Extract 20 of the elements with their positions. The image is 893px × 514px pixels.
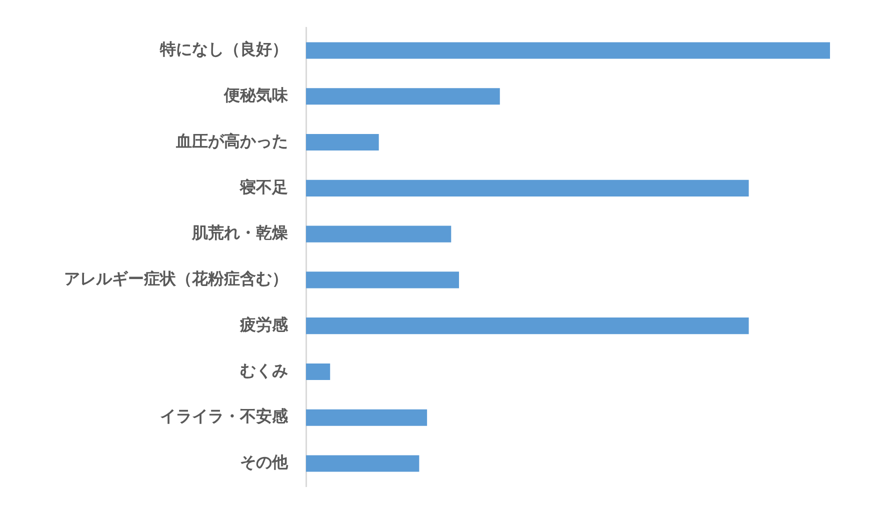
y-tick-label: その他 — [240, 452, 289, 472]
y-tick-label: 便秘気味 — [223, 86, 289, 105]
bar — [306, 455, 420, 472]
bar — [306, 134, 379, 151]
y-tick-label: 寝不足 — [239, 177, 288, 196]
y-tick-label: アレルギー症状（花粉症含む） — [64, 269, 288, 288]
bar — [306, 88, 500, 105]
bar — [306, 272, 460, 288]
bar — [306, 363, 330, 380]
y-tick-label: 肌荒れ・乾燥 — [191, 223, 288, 242]
y-tick-label: 疲労感 — [239, 314, 289, 334]
y-tick-label: イライラ・不安感 — [160, 406, 289, 426]
y-tick-label: 特になし（良好） — [159, 40, 288, 59]
y-tick-label: 血圧が高かった — [175, 131, 288, 150]
bar — [306, 226, 452, 242]
bar — [306, 42, 830, 59]
bar — [306, 180, 749, 196]
bar — [306, 409, 428, 426]
y-tick-label: むくみ — [240, 360, 288, 380]
bar — [306, 318, 749, 334]
